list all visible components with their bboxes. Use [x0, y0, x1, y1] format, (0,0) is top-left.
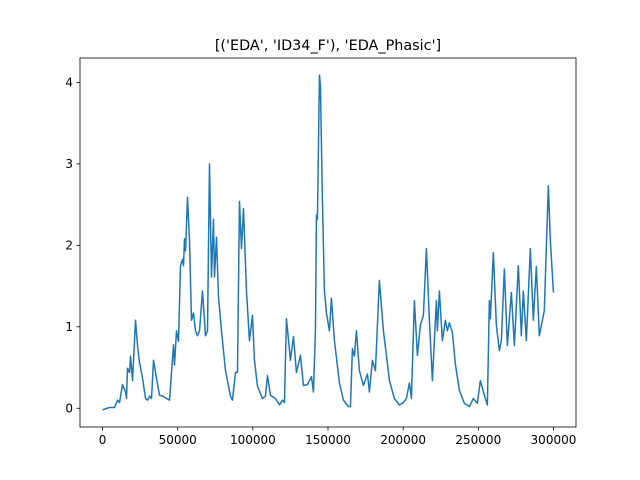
y-tick-label: 0 [65, 401, 73, 415]
x-tick-label: 100000 [230, 433, 276, 447]
y-tick-label: 2 [65, 238, 73, 252]
x-tick-label: 0 [99, 433, 107, 447]
x-tick-label: 300000 [531, 433, 577, 447]
y-tick-label: 3 [65, 157, 73, 171]
x-tick-label: 250000 [455, 433, 501, 447]
chart-title: [('EDA', 'ID34_F'), 'EDA_Phasic'] [215, 38, 441, 54]
x-tick-label: 50000 [159, 433, 197, 447]
series-line [102, 74, 555, 411]
plot-frame [79, 57, 577, 428]
x-tick-label: 150000 [305, 433, 351, 447]
y-tick-label: 4 [65, 75, 73, 89]
y-tick-label: 1 [65, 320, 73, 334]
x-tick-label: 200000 [380, 433, 426, 447]
